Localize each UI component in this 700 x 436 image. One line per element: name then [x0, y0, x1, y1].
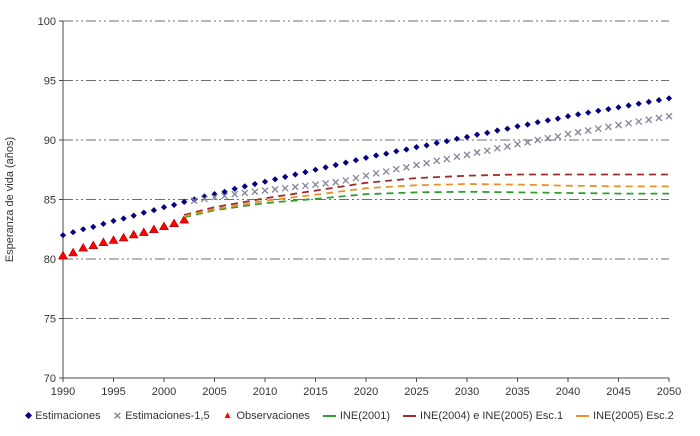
series-estimaciones	[59, 95, 673, 239]
plot-area: Esperanza de vida (años) 70 75 80 85 90 95 100…	[4, 16, 682, 398]
y-tick-label: 85	[44, 195, 56, 207]
y-tick-label: 80	[44, 254, 56, 266]
legend: Estimaciones × Estimaciones-1,5 ▲ Observacio…	[0, 409, 700, 422]
x-tick-label: 2000	[152, 386, 176, 398]
x-tick-label: 2020	[354, 386, 378, 398]
series-ine-2001	[184, 190, 669, 219]
x-tick-label: 2045	[606, 386, 630, 398]
x-tick-label: 2050	[657, 386, 681, 398]
legend-item-ine-2005-esc-2: INE(2005) Esc.2	[576, 410, 674, 422]
x-marker-icon: ×	[113, 408, 122, 423]
diamond-marker-icon	[25, 411, 33, 420]
x-tick-label: 2015	[303, 386, 327, 398]
legend-item-estimaciones-1-5: × Estimaciones-1,5	[114, 409, 210, 422]
axes: 70 75 80 85 90 95 100 1990 1995 2000 2005 2010 2015 2…	[38, 16, 682, 398]
series-estimaciones-1-5	[190, 112, 673, 205]
x-tick-label: 2035	[505, 386, 529, 398]
series-ine-2004-e-ine-2005-esc-1	[183, 173, 669, 216]
legend-label: Estimaciones-1,5	[125, 409, 210, 422]
legend-label: Estimaciones	[35, 409, 101, 422]
legend-item-observaciones: ▲ Observaciones	[223, 410, 310, 422]
gridlines	[63, 20, 669, 319]
legend-item-estimaciones: Estimaciones	[25, 409, 101, 422]
x-tick-label: 2040	[556, 386, 580, 398]
y-tick-label: 75	[44, 314, 56, 326]
x-tick-label: 2005	[202, 386, 226, 398]
dash-marker-icon	[403, 414, 417, 417]
x-tick-label: 1990	[51, 386, 75, 398]
dash-marker-icon	[576, 414, 590, 417]
y-tick-label: 100	[38, 16, 56, 28]
x-tick-label: 2010	[253, 386, 277, 398]
dash-marker-icon	[322, 414, 336, 417]
legend-label: INE(2001)	[339, 409, 391, 422]
triangle-marker-icon: ▲	[222, 409, 233, 421]
x-tick-label: 2025	[404, 386, 428, 398]
series-observaciones	[58, 214, 190, 260]
x-tick-label: 1995	[101, 386, 125, 398]
legend-label: Observaciones	[236, 409, 310, 422]
y-axis-title: Esperanza de vida (años)	[4, 137, 16, 262]
x-tick-label: 2030	[455, 386, 479, 398]
legend-label: INE(2004) e INE(2005) Esc.1	[420, 409, 564, 422]
legend-label: INE(2005) Esc.2	[593, 409, 674, 422]
y-tick-label: 70	[44, 373, 56, 385]
series-ine-2005-esc-2	[183, 183, 669, 218]
legend-item-ine-2004-e-ine-2005-esc-1: INE(2004) e INE(2005) Esc.1	[403, 410, 563, 422]
y-tick-label: 95	[44, 76, 56, 88]
legend-item-ine-2001: INE(2001)	[322, 409, 391, 422]
y-tick-label: 90	[44, 135, 56, 147]
